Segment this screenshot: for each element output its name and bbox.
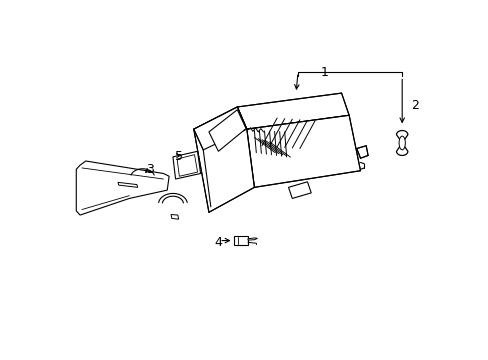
Polygon shape <box>193 107 246 150</box>
Text: 4: 4 <box>214 236 222 249</box>
Polygon shape <box>193 107 254 212</box>
Text: 2: 2 <box>411 99 419 112</box>
Text: 5: 5 <box>174 150 182 163</box>
Polygon shape <box>76 161 169 215</box>
Polygon shape <box>118 183 138 187</box>
Polygon shape <box>247 238 257 240</box>
Text: 1: 1 <box>320 66 328 79</box>
Polygon shape <box>208 110 245 151</box>
Ellipse shape <box>398 136 405 150</box>
Polygon shape <box>171 215 178 219</box>
Text: 3: 3 <box>146 163 154 176</box>
Polygon shape <box>173 151 200 179</box>
Polygon shape <box>246 115 360 187</box>
Polygon shape <box>237 93 348 129</box>
Polygon shape <box>177 155 197 176</box>
Polygon shape <box>288 182 311 198</box>
FancyBboxPatch shape <box>233 236 247 245</box>
Polygon shape <box>356 146 367 158</box>
Polygon shape <box>396 131 407 156</box>
